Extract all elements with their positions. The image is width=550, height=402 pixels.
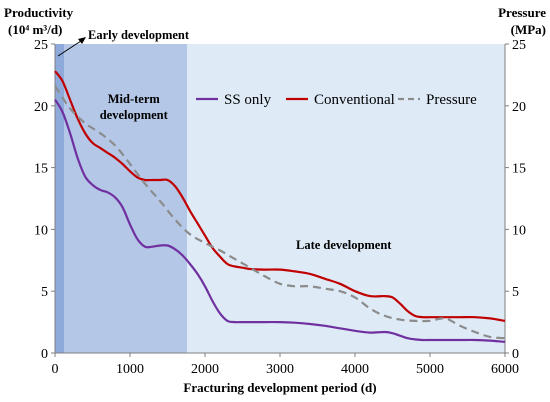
series-line-pressure: [54, 85, 506, 340]
x-tick-label: 3000: [266, 362, 294, 377]
phase-label-early: Early development: [88, 28, 190, 42]
y-axis-unit-right: (MPa): [511, 22, 546, 37]
x-tick-label: 0: [52, 362, 59, 377]
y-tick-label-right: 15: [512, 162, 526, 177]
legend: SS only Conventional Pressure: [196, 92, 477, 108]
y-tick-label-right: 10: [512, 223, 526, 238]
series-line-ss-only: [54, 99, 506, 343]
phase-band-0: [55, 44, 64, 353]
legend-label-0: SS only: [224, 92, 272, 108]
y-tick-label-right: 25: [512, 38, 526, 53]
x-tick-label: 5000: [416, 362, 444, 377]
legend-label-2: Pressure: [426, 92, 477, 108]
x-tick-label: 4000: [341, 362, 369, 377]
legend-label-1: Conventional: [314, 92, 395, 108]
y-tick-label-left: 5: [41, 285, 48, 300]
series-line-conventional: [54, 70, 506, 322]
x-tick-label: 1000: [116, 362, 144, 377]
phase-band-2: [187, 44, 505, 353]
y-tick-label-left: 15: [34, 162, 48, 177]
y-tick-label-left: 25: [34, 38, 48, 53]
y-tick-label-right: 20: [512, 100, 526, 115]
y-tick-label-left: 10: [34, 223, 48, 238]
y-axis-unit-left: (10⁴ m³/d): [8, 22, 62, 37]
phase-label-mid-line2: development: [100, 108, 169, 122]
x-tick-label: 6000: [491, 362, 519, 377]
y-axis-title-right: Pressure: [498, 5, 546, 20]
phase-bands: [55, 44, 505, 353]
early-arrow-line: [57, 38, 85, 57]
y-tick-label-right: 5: [512, 285, 519, 300]
y-axis-title-left: Productivity: [4, 5, 74, 20]
x-axis-title: Fracturing development period (d): [183, 380, 376, 395]
series-lines: [54, 70, 506, 343]
phase-label-late: Late development: [296, 238, 392, 252]
y-tick-label-left: 0: [41, 347, 48, 362]
phase-label-mid-line1: Mid-term: [108, 92, 161, 106]
early-arrow-head: [78, 37, 86, 44]
labels: Productivity (10⁴ m³/d) Pressure (MPa) Fract…: [4, 5, 546, 395]
y-tick-label-right: 0: [512, 347, 519, 362]
phase-band-1: [64, 44, 187, 353]
x-tick-label: 2000: [191, 362, 219, 377]
y-tick-label-left: 20: [34, 100, 48, 115]
